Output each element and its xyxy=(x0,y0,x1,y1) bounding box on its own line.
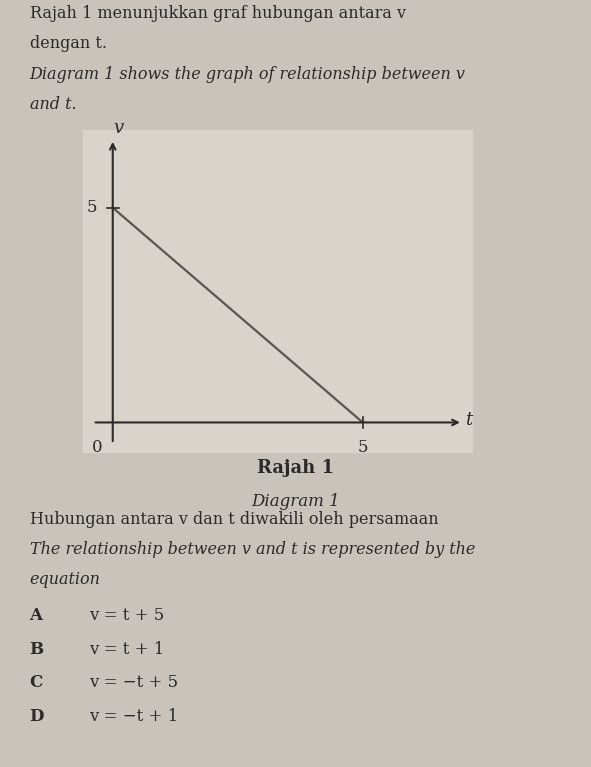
Text: Rajah 1 menunjukkan graf hubungan antara v: Rajah 1 menunjukkan graf hubungan antara… xyxy=(30,5,405,22)
Text: D: D xyxy=(30,709,44,726)
Text: 5: 5 xyxy=(86,199,97,216)
Text: and t.: and t. xyxy=(30,96,76,113)
Text: dengan t.: dengan t. xyxy=(30,35,106,52)
Text: C: C xyxy=(30,674,43,691)
Text: equation: equation xyxy=(30,571,100,588)
Text: v = t + 5: v = t + 5 xyxy=(89,607,164,624)
Text: Diagram 1 shows the graph of relationship between v: Diagram 1 shows the graph of relationshi… xyxy=(30,65,466,83)
Text: Rajah 1: Rajah 1 xyxy=(257,459,334,476)
Text: 0: 0 xyxy=(92,439,102,456)
Text: t: t xyxy=(465,411,473,430)
Text: 5: 5 xyxy=(358,439,368,456)
Text: Hubungan antara v dan t diwakili oleh persamaan: Hubungan antara v dan t diwakili oleh pe… xyxy=(30,512,438,528)
Text: B: B xyxy=(30,640,44,657)
Text: v = −t + 5: v = −t + 5 xyxy=(89,674,178,691)
Text: v = −t + 1: v = −t + 1 xyxy=(89,709,178,726)
Text: v: v xyxy=(113,119,124,137)
Text: A: A xyxy=(30,607,43,624)
Text: v = t + 1: v = t + 1 xyxy=(89,640,164,657)
Text: Diagram 1: Diagram 1 xyxy=(251,493,340,510)
Text: The relationship between v and t is represented by the: The relationship between v and t is repr… xyxy=(30,542,475,558)
